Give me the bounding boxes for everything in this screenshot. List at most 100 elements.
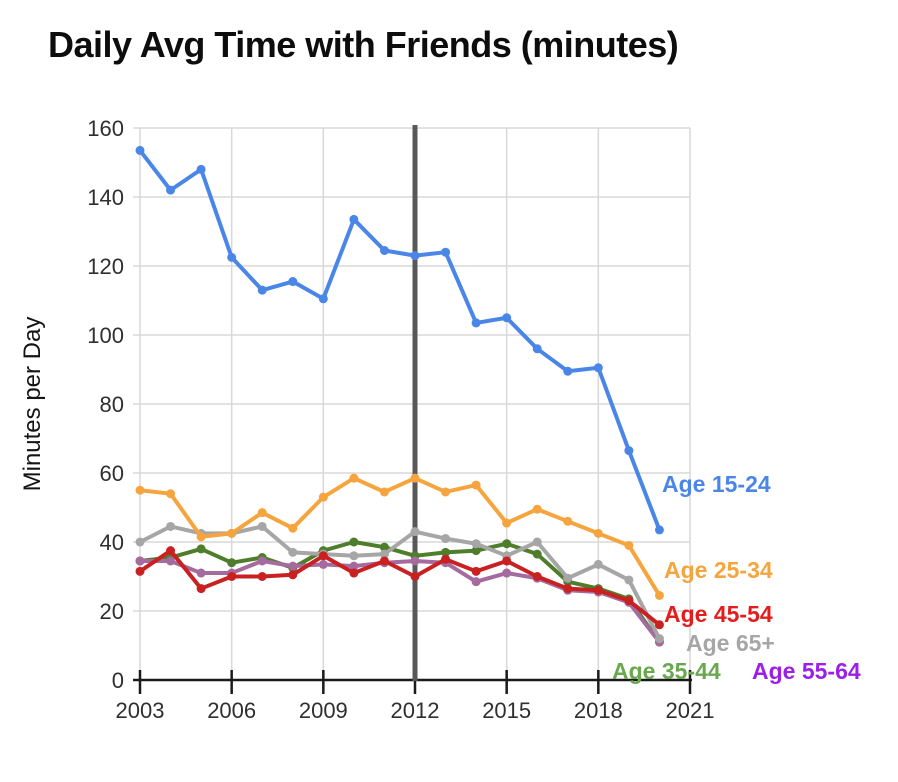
y-axis-tick-labels: 0 20 40 60 80 100 120 140 160: [87, 116, 124, 693]
y-tick-label: 20: [100, 599, 124, 624]
data-point: [441, 554, 451, 564]
data-point: [166, 546, 176, 556]
data-point: [624, 540, 634, 550]
data-point: [379, 556, 389, 566]
data-point: [349, 473, 359, 483]
data-point: [471, 566, 481, 576]
data-point: [288, 570, 298, 580]
data-point: [441, 534, 451, 544]
data-point: [410, 572, 420, 581]
data-point: [441, 247, 451, 257]
data-point: [196, 568, 206, 578]
data-point: [502, 518, 512, 528]
data-point: [410, 473, 420, 483]
data-point: [471, 480, 481, 490]
data-point: [532, 549, 542, 559]
series-line: [138, 540, 662, 645]
x-tick-label: 2015: [482, 698, 531, 723]
data-point: [257, 508, 267, 518]
data-point: [196, 164, 206, 174]
y-axis-title: Minutes per Day: [19, 317, 46, 492]
data-point: [227, 528, 237, 538]
y-tick-label: 80: [100, 392, 124, 417]
data-point: [318, 551, 328, 561]
data-point: [593, 585, 603, 595]
data-point: [227, 572, 237, 581]
data-point: [349, 551, 359, 561]
data-point: [379, 549, 389, 559]
data-point: [379, 487, 389, 497]
data-point: [654, 590, 664, 600]
data-point: [379, 245, 389, 255]
data-point: [257, 285, 267, 295]
series-age-25-34: [135, 473, 664, 600]
data-point: [502, 313, 512, 323]
gridlines: [133, 127, 691, 681]
y-tick-label: 40: [100, 530, 124, 555]
data-point: [563, 573, 573, 583]
series-label: Age 35-44: [612, 658, 721, 684]
data-point: [471, 546, 481, 556]
data-point: [471, 318, 481, 328]
data-point: [135, 145, 145, 155]
data-point: [349, 537, 359, 547]
data-point: [318, 294, 328, 304]
data-point: [227, 558, 237, 568]
data-point: [288, 523, 298, 533]
x-tick-label: 2006: [207, 698, 256, 723]
data-point: [410, 527, 420, 537]
data-point: [135, 485, 145, 495]
data-point: [135, 556, 145, 566]
data-point: [196, 532, 206, 542]
data-point: [257, 521, 267, 531]
data-point: [654, 634, 664, 644]
series-line: [138, 548, 662, 627]
data-point: [288, 561, 298, 571]
data-point: [135, 537, 145, 547]
data-point: [257, 572, 267, 581]
data-point: [532, 572, 542, 581]
data-point: [502, 568, 512, 578]
data-point: [166, 489, 176, 499]
data-point: [288, 277, 298, 287]
y-tick-label: 0: [112, 668, 124, 693]
series-age-45-54: [135, 546, 664, 630]
series-label: Age 15-24: [662, 471, 771, 497]
data-point: [532, 504, 542, 514]
data-point: [593, 528, 603, 538]
x-tick-label: 2018: [574, 698, 623, 723]
x-axis: 2003 2006 2009 2012 2015 2018 2021: [116, 670, 714, 723]
data-point: [196, 584, 206, 594]
data-point: [166, 556, 176, 566]
data-point: [563, 366, 573, 376]
data-point: [379, 542, 389, 552]
series-line: [138, 148, 662, 532]
data-point: [288, 547, 298, 557]
data-point: [563, 584, 573, 594]
series-label: Age 45-54: [664, 601, 773, 627]
data-point: [624, 596, 634, 606]
series-labels: Age 15-24 Age 25-34 Age 35-44 Age 45-54 Age …: [612, 471, 861, 684]
data-point: [654, 525, 664, 535]
data-point: [349, 214, 359, 224]
data-point: [532, 537, 542, 547]
data-point: [593, 559, 603, 569]
data-point: [410, 556, 420, 566]
x-tick-label: 2003: [116, 698, 165, 723]
data-point: [441, 487, 451, 497]
data-point: [227, 252, 237, 262]
data-point: [257, 556, 267, 566]
chart-title: Daily Avg Time with Friends (minutes): [48, 24, 679, 65]
data-point: [410, 251, 420, 261]
data-point: [502, 556, 512, 566]
series-label: Age 25-34: [664, 557, 773, 583]
y-tick-label: 160: [87, 116, 124, 141]
data-point: [624, 575, 634, 585]
series-age-15-24: [135, 145, 664, 535]
series-line: [138, 476, 662, 598]
series-label: Age 55-64: [752, 658, 861, 684]
data-point: [471, 539, 481, 549]
data-point: [318, 559, 328, 569]
